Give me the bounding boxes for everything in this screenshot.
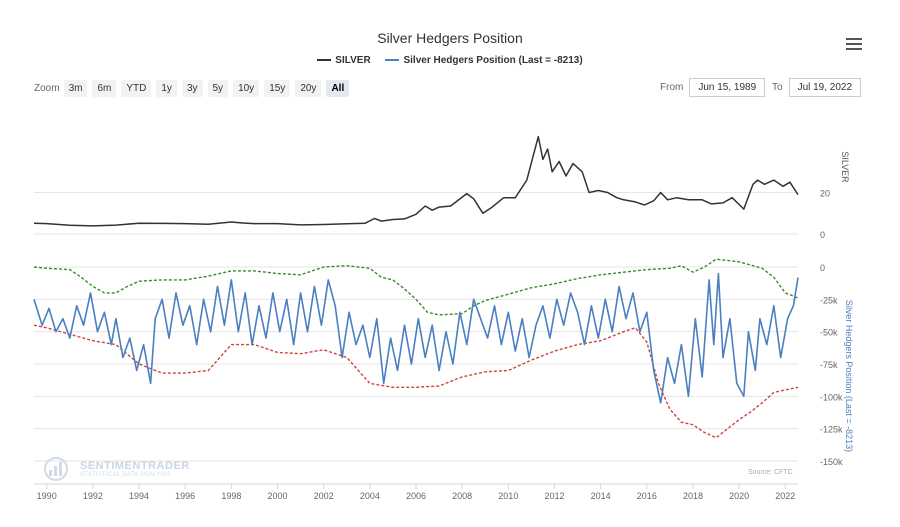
legend-label-hedgers: Silver Hedgers Position (Last = -8213) xyxy=(403,54,583,66)
x-tick-label: 2014 xyxy=(591,491,611,501)
lower-y-axis-title: Silver Hedgers Position (Last = -8213) xyxy=(844,300,854,452)
series-line-upper-band xyxy=(33,258,799,316)
zoom-5y-button[interactable]: 5y xyxy=(207,80,229,97)
zoom-selector: Zoom 3m 6m YTD 1y 3y 5y 10y 15y 20y All xyxy=(34,80,354,97)
lower-y-tick-label: -25k xyxy=(820,295,838,305)
x-tick-label: 2018 xyxy=(683,491,703,501)
lower-y-tick-label: 0 xyxy=(820,263,825,273)
x-tick-label: 2022 xyxy=(775,491,795,501)
watermark-subtitle: STATISTICAL DATA ANALYSIS xyxy=(80,472,172,478)
zoom-1y-button[interactable]: 1y xyxy=(156,80,177,97)
sentimentrader-logo-icon xyxy=(44,457,68,481)
zoom-20y-button[interactable]: 20y xyxy=(295,80,322,97)
from-label: From xyxy=(660,82,684,93)
upper-y-tick-label: 20 xyxy=(820,189,830,199)
sentimentrader-watermark: SENTIMENTRADER STATISTICAL DATA ANALYSIS xyxy=(42,456,190,482)
x-tick-label: 2012 xyxy=(544,491,564,501)
series-line-hedgers xyxy=(33,272,799,404)
legend-swatch-hedgers xyxy=(385,59,400,61)
legend-item-hedgers[interactable]: Silver Hedgers Position (Last = -8213) xyxy=(385,54,583,66)
legend-swatch-silver xyxy=(317,59,332,61)
lower-y-tick-label: -100k xyxy=(820,392,843,402)
upper-y-tick-label: 0 xyxy=(820,230,825,240)
to-label: To xyxy=(772,82,783,93)
date-range-from: From Jun 15, 1989 xyxy=(660,78,766,97)
series-line-silver xyxy=(33,135,799,227)
legend-label-silver: SILVER xyxy=(335,54,371,66)
hamburger-menu-icon[interactable] xyxy=(846,38,862,50)
lower-y-tick-label: -50k xyxy=(820,328,838,338)
zoom-3y-button[interactable]: 3y xyxy=(181,80,203,97)
zoom-label: Zoom xyxy=(34,83,60,94)
date-range-to: To Jul 19, 2022 xyxy=(772,78,862,97)
x-tick-label: 1994 xyxy=(129,491,149,501)
x-tick-label: 1992 xyxy=(83,491,103,501)
chart-title: Silver Hedgers Position xyxy=(377,30,523,46)
legend: SILVER Silver Hedgers Position (Last = -… xyxy=(0,53,900,66)
x-tick-label: 1990 xyxy=(37,491,57,501)
x-tick-label: 2002 xyxy=(314,491,334,501)
lower-y-tick-label: -150k xyxy=(820,457,843,467)
upper-y-axis-title: SILVER xyxy=(840,151,850,183)
x-tick-label: 2000 xyxy=(267,491,287,501)
legend-item-silver[interactable]: SILVER xyxy=(317,54,371,66)
from-date-input[interactable]: Jun 15, 1989 xyxy=(689,78,766,97)
lower-y-tick-label: -125k xyxy=(820,425,843,435)
zoom-6m-button[interactable]: 6m xyxy=(92,80,117,97)
lower-y-tick-label: -75k xyxy=(820,360,838,370)
x-tick-label: 2008 xyxy=(452,491,472,501)
x-tick-label: 2020 xyxy=(729,491,749,501)
zoom-10y-button[interactable]: 10y xyxy=(233,80,260,97)
zoom-all-button[interactable]: All xyxy=(326,80,350,97)
x-tick-label: 2006 xyxy=(406,491,426,501)
zoom-ytd-button[interactable]: YTD xyxy=(121,80,152,97)
x-tick-label: 1996 xyxy=(175,491,195,501)
x-tick-label: 2004 xyxy=(360,491,380,501)
zoom-3m-button[interactable]: 3m xyxy=(63,80,88,97)
to-date-input[interactable]: Jul 19, 2022 xyxy=(788,78,862,97)
source-note: Source: CFTC xyxy=(748,469,793,476)
x-tick-label: 2010 xyxy=(498,491,518,501)
x-tick-label: 1998 xyxy=(221,491,241,501)
zoom-15y-button[interactable]: 15y xyxy=(264,80,291,97)
watermark-title: SENTIMENTRADER xyxy=(80,460,190,472)
x-tick-label: 2016 xyxy=(637,491,657,501)
series-line-lower-band xyxy=(33,324,799,439)
